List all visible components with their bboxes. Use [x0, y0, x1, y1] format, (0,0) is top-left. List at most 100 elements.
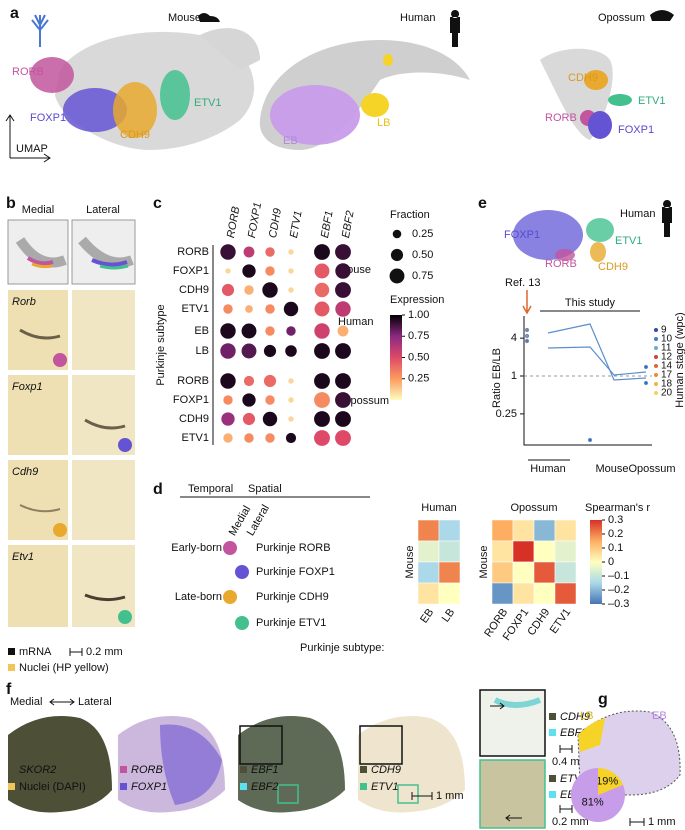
- row-label: CDH9: [179, 413, 209, 425]
- cluster-label: RORB: [545, 112, 577, 124]
- axis-label: Purkinje subtype: [155, 304, 167, 385]
- column-label: RORB: [225, 206, 242, 239]
- legend-dot: [654, 346, 658, 350]
- dot: [223, 433, 233, 443]
- umap-mouse: [30, 13, 260, 150]
- dot: [314, 430, 330, 446]
- group-label: Opossum: [342, 395, 389, 407]
- scale-label: 0.2 mm: [552, 816, 589, 828]
- legend-dot: [389, 268, 405, 284]
- dot: [241, 323, 257, 339]
- heatmap-cell: [491, 582, 514, 605]
- species-label: Mouse: [168, 12, 201, 24]
- panel-label: c: [153, 195, 162, 212]
- row-label: ETV1: [181, 303, 209, 315]
- legend-label: ETV1: [371, 781, 399, 793]
- dot: [288, 397, 294, 403]
- dot: [221, 412, 235, 426]
- dot: [220, 244, 236, 260]
- dot: [335, 430, 351, 446]
- legend-swatches: [8, 713, 556, 798]
- heatmap-cell: [533, 540, 556, 563]
- cluster-label: RORB: [12, 66, 44, 78]
- heatmap-title: Opossum: [510, 502, 557, 514]
- dot: [337, 325, 349, 337]
- dot: [314, 323, 330, 339]
- row-label: RORB: [177, 375, 209, 387]
- legend-label: CDH9: [560, 711, 590, 723]
- dot: [285, 432, 297, 444]
- x-tick-label: Mouse: [595, 463, 628, 475]
- dot: [220, 323, 236, 339]
- scale-bar: [559, 745, 573, 753]
- dot: [286, 326, 296, 336]
- ratio-lines: [524, 323, 649, 443]
- panel-label: d: [153, 481, 163, 498]
- heatmap-cell: [417, 519, 440, 542]
- umap-axes: [5, 114, 51, 163]
- column-label: EBF2: [340, 210, 357, 239]
- legend-label: 0.75: [412, 270, 433, 282]
- column-label: CDH9: [267, 207, 284, 239]
- dot: [285, 345, 297, 357]
- legend-dot: [654, 382, 658, 386]
- temporal-label: Early-born: [171, 542, 222, 554]
- column-label: ETV1: [548, 607, 574, 636]
- scale-label: 0.2 mm: [86, 646, 123, 658]
- lb-region: [578, 718, 605, 752]
- cluster-label: CDH9: [598, 261, 628, 273]
- dot: [223, 304, 233, 314]
- dot: [335, 373, 351, 389]
- heatmap-cell: [491, 540, 514, 563]
- subtype-dots: [223, 541, 249, 630]
- species-label: Opossum: [598, 12, 645, 24]
- dot: [335, 301, 351, 317]
- heatmap-cell: [512, 561, 535, 584]
- cluster-label: FOXP1: [618, 124, 654, 136]
- column-label: Medial: [22, 204, 54, 216]
- legend-label: Nuclei (DAPI): [19, 781, 86, 793]
- legend-dot: [654, 364, 658, 368]
- column-label: CDH9: [525, 607, 552, 638]
- pie-label: 19%: [596, 776, 618, 788]
- dot: [288, 287, 294, 293]
- subtype-label: Purkinje FOXP1: [256, 566, 335, 578]
- legend-label: 10: [661, 334, 673, 345]
- dot: [335, 392, 351, 408]
- temporal-label: Late-born: [175, 591, 222, 603]
- dot: [242, 412, 256, 426]
- dot: [335, 263, 351, 279]
- heatmap-cell: [533, 582, 556, 605]
- ish-images: [8, 290, 135, 627]
- y-tick-label: 1: [511, 370, 517, 382]
- axes: [523, 316, 652, 446]
- legend-dot: [654, 328, 658, 332]
- heatmap-title: Human: [421, 502, 456, 514]
- legend-label: 0.50: [412, 249, 433, 261]
- dot: [262, 411, 278, 427]
- heatmap-cell: [438, 561, 461, 584]
- legend-label: 20: [661, 388, 673, 399]
- scale-bar: [411, 792, 433, 800]
- dot: [265, 326, 275, 336]
- header: Temporal: [188, 483, 233, 495]
- colorbar-label: 0.25: [408, 373, 429, 385]
- dot: [225, 268, 231, 274]
- row-label: RORB: [177, 246, 209, 258]
- column-label: LB: [440, 607, 458, 625]
- colorbar-label: 1.00: [408, 309, 429, 321]
- legend-label: mRNA: [19, 646, 52, 658]
- heatmap-cell: [417, 561, 440, 584]
- row-label: EB: [194, 325, 209, 337]
- row-label: CDH9: [179, 284, 209, 296]
- dot: [244, 433, 254, 443]
- cluster-label: FOXP1: [30, 112, 66, 124]
- legend-title: Spearman's r: [585, 502, 650, 514]
- dot: [265, 304, 275, 314]
- dot: [263, 374, 277, 388]
- heatmap-cell: [491, 561, 514, 584]
- legend-swatch: [8, 664, 15, 671]
- heatmap-cell: [512, 519, 535, 542]
- dot: [288, 249, 294, 255]
- axis-label: Mouse: [404, 545, 416, 578]
